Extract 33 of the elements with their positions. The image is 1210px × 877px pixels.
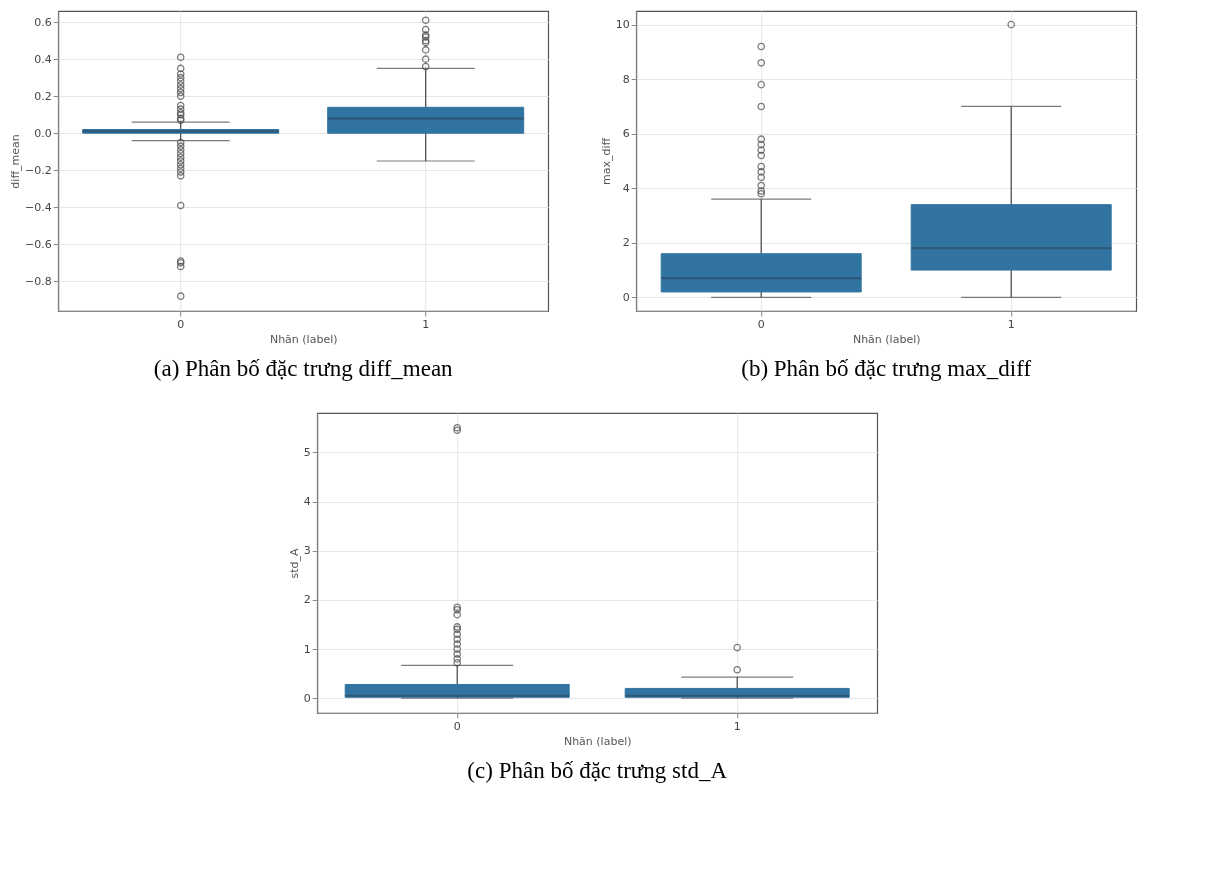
y-tick-label: 1 [303,642,311,656]
y-tick-label: 5 [303,445,311,459]
y-tick-label: −0.8 [24,274,52,288]
x-axis-title: Nhãn (label) [269,332,338,346]
y-tick-label: 4 [303,495,311,509]
y-axis-title: std_A [287,548,301,579]
y-tick-label: 0 [303,691,311,705]
text: (c) Phân bố đặc trưng std_A [467,758,728,783]
y-tick-label: 2 [622,236,630,250]
y-tick-label: 4 [622,181,630,195]
y-axis-title: diff_mean [8,134,22,189]
y-tick-label: 0.4 [34,52,52,66]
y-tick-label: −0.4 [24,200,52,214]
x-tick-label: 1 [1007,317,1015,331]
y-tick-label: 10 [615,18,630,32]
y-tick-label: 0.0 [34,126,52,140]
x-axis-title: Nhãn (label) [852,332,921,346]
y-tick-label: 3 [303,544,311,558]
x-tick-label: 0 [177,317,185,331]
y-tick-label: 0.2 [34,89,52,103]
x-tick-label: 0 [757,317,765,331]
y-tick-label: 6 [622,127,630,141]
x-tick-label: 1 [422,317,430,331]
y-tick-label: −0.6 [24,237,52,251]
x-axis-title: Nhãn (label) [563,734,632,748]
y-tick-label: 2 [303,593,311,607]
y-tick-label: −0.2 [24,163,52,177]
y-tick-label: 0 [622,290,630,304]
y-axis-title: max_diff [599,137,613,186]
text: (a) Phân bố đặc trưng diff_mean [153,356,454,381]
y-tick-label: 8 [622,72,630,86]
text: (b) Phân bố đặc trưng max_diff [741,356,1032,381]
y-tick-label: 0.6 [34,15,52,29]
